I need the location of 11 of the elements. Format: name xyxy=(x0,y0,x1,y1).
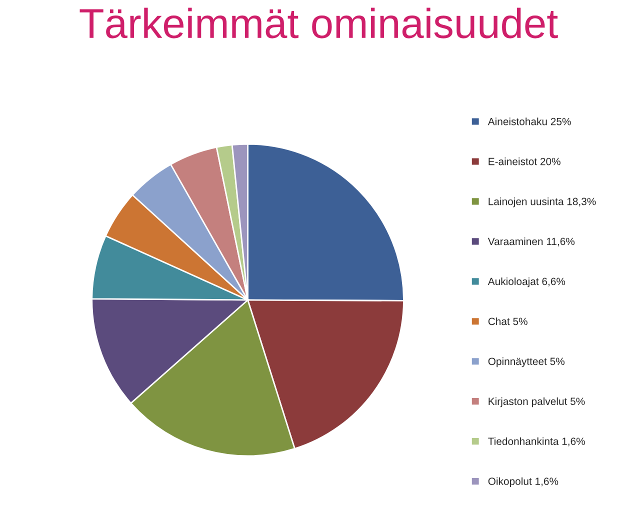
legend-label: Kirjaston palvelut 5% xyxy=(488,397,585,408)
legend-label: E-aineistot 20% xyxy=(488,158,560,166)
legend-label: Opinnäytteet 5% xyxy=(488,357,565,368)
legend-label: Aineistohaku 25% xyxy=(488,118,571,126)
legend-label: Varaaminen 11,6% xyxy=(488,238,575,246)
legend-label: Chat 5% xyxy=(488,317,528,326)
legend-label: Oikopolut 1,6% xyxy=(488,477,558,488)
legend-label: Lainojen uusinta 18,3% xyxy=(488,198,596,208)
chart-title: Tärkeimmät ominaisuudet xyxy=(80,8,558,38)
legend-label: Aukioloajat 6,6% xyxy=(488,277,566,288)
legend-label: Tiedonhankinta 1,6% xyxy=(488,437,585,446)
